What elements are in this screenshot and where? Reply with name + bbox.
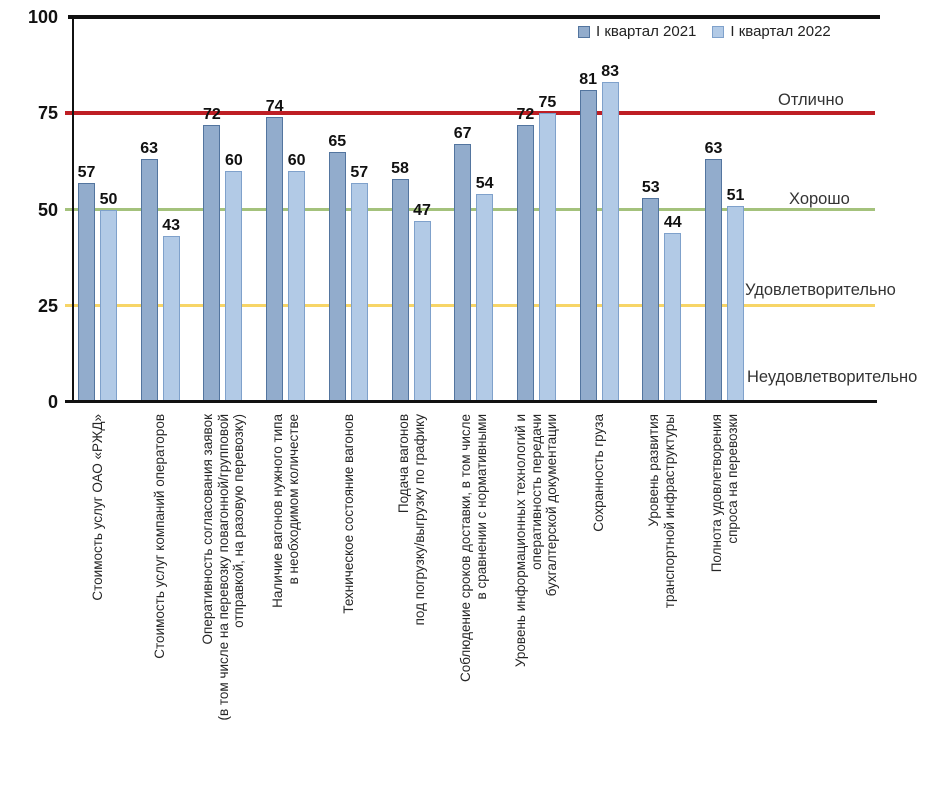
reference-line bbox=[65, 111, 875, 116]
bar-series2-cat8 bbox=[538, 113, 556, 402]
bar-value-label: 65 bbox=[328, 132, 347, 150]
rating-label: Отлично bbox=[778, 91, 844, 109]
bar-value-label: 67 bbox=[453, 125, 472, 143]
bar-series2-cat4 bbox=[288, 171, 306, 402]
bar-series1-cat4 bbox=[266, 117, 284, 402]
plot-area: 57 50 63 43 72 60 74 60 65 57 58 47 67 54 72 75 81 83 53 44… bbox=[65, 15, 880, 403]
bar-series1-cat1 bbox=[78, 182, 95, 402]
bar-value-label: 72 bbox=[516, 105, 535, 123]
legend: I квартал 2021 I квартал 2022 bbox=[578, 23, 831, 41]
bar-series2-cat7 bbox=[476, 194, 494, 402]
y-axis-line bbox=[72, 17, 74, 402]
bar-value-label: 63 bbox=[140, 140, 159, 158]
x-category-label: Стоимость услуг ОАО «РЖД» bbox=[89, 414, 105, 601]
legend-swatch-icon bbox=[712, 26, 725, 38]
x-category-label: Полнота удовлетворения спроса на перевоз… bbox=[709, 414, 740, 573]
bar-value-label: 57 bbox=[350, 163, 369, 181]
bar-series2-cat6 bbox=[413, 221, 431, 402]
bar-value-label: 81 bbox=[579, 71, 597, 89]
bar-value-label: 43 bbox=[162, 217, 181, 235]
x-category-label: Техническое состояние вагонов bbox=[340, 414, 356, 614]
legend-label: I квартал 2022 bbox=[730, 23, 831, 40]
bar-value-label: 58 bbox=[391, 159, 409, 177]
legend-item-2: I квартал 2022 bbox=[712, 23, 831, 41]
bar-value-label: 60 bbox=[224, 152, 243, 169]
bar-series1-cat7 bbox=[454, 144, 472, 402]
legend-item-1: I квартал 2021 bbox=[578, 23, 696, 41]
bar-series2-cat5 bbox=[350, 182, 368, 402]
legend-swatch-icon bbox=[578, 26, 590, 38]
y-tick-label: 50 bbox=[37, 199, 58, 220]
x-category-label: Уровень информационных технологий и опер… bbox=[513, 414, 560, 668]
x-category-label: Стоимость услуг компаний операторов bbox=[152, 414, 168, 659]
bar-series1-cat11 bbox=[705, 159, 722, 402]
bar-series2-cat3 bbox=[225, 171, 243, 402]
x-axis-line bbox=[65, 400, 877, 403]
bar-value-label: 83 bbox=[601, 63, 619, 81]
bar-series2-cat1 bbox=[100, 209, 117, 402]
bar-value-label: 54 bbox=[475, 175, 494, 193]
y-tick-label: 25 bbox=[37, 295, 58, 316]
bar-series1-cat3 bbox=[203, 124, 221, 402]
bar-value-label: 57 bbox=[77, 163, 96, 181]
bar-value-label: 74 bbox=[265, 98, 284, 116]
bar-value-label: 72 bbox=[202, 105, 221, 123]
bar-value-label: 75 bbox=[538, 94, 557, 112]
bar-series2-cat9 bbox=[601, 82, 619, 402]
y-tick-label: 0 bbox=[47, 392, 58, 412]
bar-series1-cat10 bbox=[642, 197, 660, 402]
bar-series2-cat11 bbox=[727, 205, 744, 402]
rating-label: Удовлетворительно bbox=[745, 281, 896, 299]
x-category-label: Наличие вагонов нужного типа в необходим… bbox=[270, 414, 301, 608]
bar-series2-cat2 bbox=[162, 236, 180, 402]
rating-label: Неудовлетворительно bbox=[747, 368, 918, 386]
y-tick-label: 75 bbox=[37, 103, 58, 124]
bar-value-label: 63 bbox=[704, 140, 723, 158]
bar-series1-cat9 bbox=[579, 90, 597, 402]
bar-value-label: 44 bbox=[663, 213, 682, 231]
bar-series1-cat5 bbox=[328, 151, 346, 402]
bar-value-label: 50 bbox=[99, 190, 118, 208]
x-category-label: Сохранность груза bbox=[591, 414, 607, 532]
x-category-label: Оперативность согласования заявок (в том… bbox=[199, 414, 246, 721]
bar-series1-cat6 bbox=[391, 178, 409, 402]
x-category-label: Соблюдение сроков доставки, в том числе … bbox=[458, 414, 489, 682]
top-border-line bbox=[68, 15, 880, 19]
rating-label: Хорошо bbox=[789, 190, 850, 208]
bar-value-label: 51 bbox=[726, 186, 745, 204]
bar-series2-cat10 bbox=[664, 232, 682, 402]
legend-label: I квартал 2021 bbox=[596, 23, 697, 40]
bar-value-label: 53 bbox=[641, 178, 660, 196]
x-category-label: Уровень развития транспортной инфраструк… bbox=[646, 414, 677, 609]
bar-series1-cat8 bbox=[516, 124, 534, 402]
bar-value-label: 60 bbox=[287, 152, 306, 169]
bar-value-label: 47 bbox=[413, 202, 431, 220]
bar-series1-cat2 bbox=[140, 159, 158, 402]
x-category-label: Подача вагонов под погрузку/выгрузку по … bbox=[395, 414, 427, 626]
y-tick-label: 100 bbox=[27, 7, 58, 27]
